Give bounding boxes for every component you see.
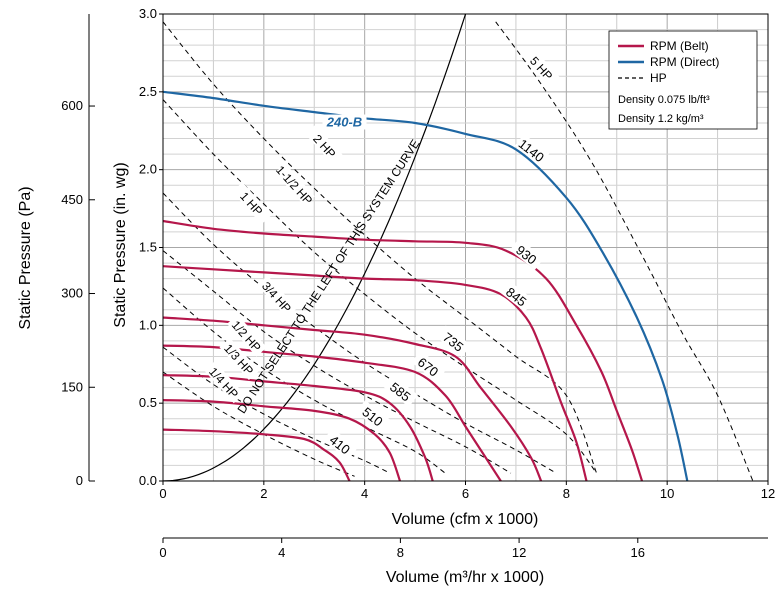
x-tick-label: 0 bbox=[159, 486, 166, 501]
hp-label: 1/4 HP bbox=[206, 365, 241, 402]
x-tick-label: 8 bbox=[563, 486, 570, 501]
hp-curve bbox=[163, 287, 446, 474]
x2-axis-title: Volume (m³/hr x 1000) bbox=[386, 569, 544, 586]
hp-label-bg bbox=[521, 46, 562, 89]
legend: RPM (Belt) RPM (Direct) HP Density 0.075… bbox=[608, 30, 758, 130]
x-tick-label: 12 bbox=[761, 486, 775, 501]
axes: 0 2 4 6 8 10 12 0.0 0.5 1.0 1.5 2.0 2.5 3.0 0 150 300 450… bbox=[61, 6, 775, 560]
x-tick-label: 10 bbox=[660, 486, 674, 501]
x2-tick-label: 4 bbox=[278, 545, 285, 560]
rpm-label-bg bbox=[509, 238, 545, 270]
x-tick-label: 2 bbox=[260, 486, 267, 501]
y-tick-label: 2.5 bbox=[139, 84, 157, 99]
rpm-curve-belt bbox=[163, 428, 351, 481]
hp-label-bg bbox=[227, 314, 267, 357]
rpm-label-bg bbox=[436, 325, 472, 358]
hp-curve bbox=[495, 21, 754, 481]
x2-tick-label: 12 bbox=[512, 545, 526, 560]
model-label-bg bbox=[322, 114, 367, 130]
legend-density-metric: Density 1.2 kg/m³ bbox=[618, 113, 704, 125]
hp-curve bbox=[163, 250, 512, 474]
rpm-curve-direct bbox=[163, 90, 689, 481]
y2-tick-label: 150 bbox=[61, 379, 83, 394]
rpm-curve-belt bbox=[163, 265, 588, 481]
rpm-label-bg bbox=[514, 134, 550, 166]
hp-label-bg bbox=[305, 124, 345, 167]
y-tick-label: 1.0 bbox=[139, 317, 157, 332]
y-tick-label: 2.0 bbox=[139, 162, 157, 177]
y2-tick-label: 450 bbox=[61, 192, 83, 207]
legend-label-hp: HP bbox=[650, 71, 667, 85]
rpm-label-bg bbox=[411, 350, 446, 382]
curves bbox=[163, 14, 754, 481]
rpm-label-bg bbox=[355, 400, 391, 432]
system-curve-label: DO NOT SELECT TO THE LEFT OF THIS SYSTEM… bbox=[235, 137, 423, 416]
system-curve bbox=[163, 14, 467, 481]
y2-axis-title: Static Pressure (Pa) bbox=[17, 186, 34, 329]
y2-tick-label: 300 bbox=[61, 286, 83, 301]
x2-tick-label: 16 bbox=[631, 545, 645, 560]
hp-label-bg bbox=[257, 275, 298, 318]
hp-label-bg bbox=[274, 163, 315, 206]
y-tick-label: 3.0 bbox=[139, 6, 157, 21]
x-axis-title: Volume (cfm x 1000) bbox=[392, 511, 539, 528]
legend-label-belt: RPM (Belt) bbox=[650, 39, 709, 53]
x2-tick-label: 8 bbox=[397, 545, 404, 560]
y-tick-label: 0.0 bbox=[139, 473, 157, 488]
y-tick-label: 1.5 bbox=[139, 240, 157, 255]
legend-label-direct: RPM (Direct) bbox=[650, 55, 719, 69]
y-tick-label: 0.5 bbox=[139, 395, 157, 410]
hp-label-bg bbox=[219, 337, 260, 380]
y-axis-title: Static Pressure (in. wg) bbox=[112, 162, 129, 327]
rpm-curve-belt bbox=[163, 219, 644, 481]
x-tick-label: 4 bbox=[361, 486, 368, 501]
hp-curve bbox=[163, 346, 391, 474]
rpm-label-bg bbox=[383, 375, 419, 407]
hp-curve bbox=[163, 99, 597, 474]
x-tick-label: 6 bbox=[462, 486, 469, 501]
hp-label-bg bbox=[232, 182, 272, 225]
model-label: 240-B bbox=[326, 115, 362, 130]
legend-density-imperial: Density 0.075 lb/ft³ bbox=[618, 94, 710, 106]
rpm-curve-belt bbox=[163, 316, 543, 481]
hp-label-bg bbox=[204, 361, 245, 404]
x2-tick-label: 0 bbox=[159, 545, 166, 560]
y2-tick-label: 600 bbox=[61, 98, 83, 113]
rpm-label-bg bbox=[323, 428, 358, 460]
rpm-curve-belt bbox=[163, 399, 402, 481]
y2-tick-label: 0 bbox=[76, 473, 83, 488]
rpm-label-bg bbox=[499, 280, 535, 312]
